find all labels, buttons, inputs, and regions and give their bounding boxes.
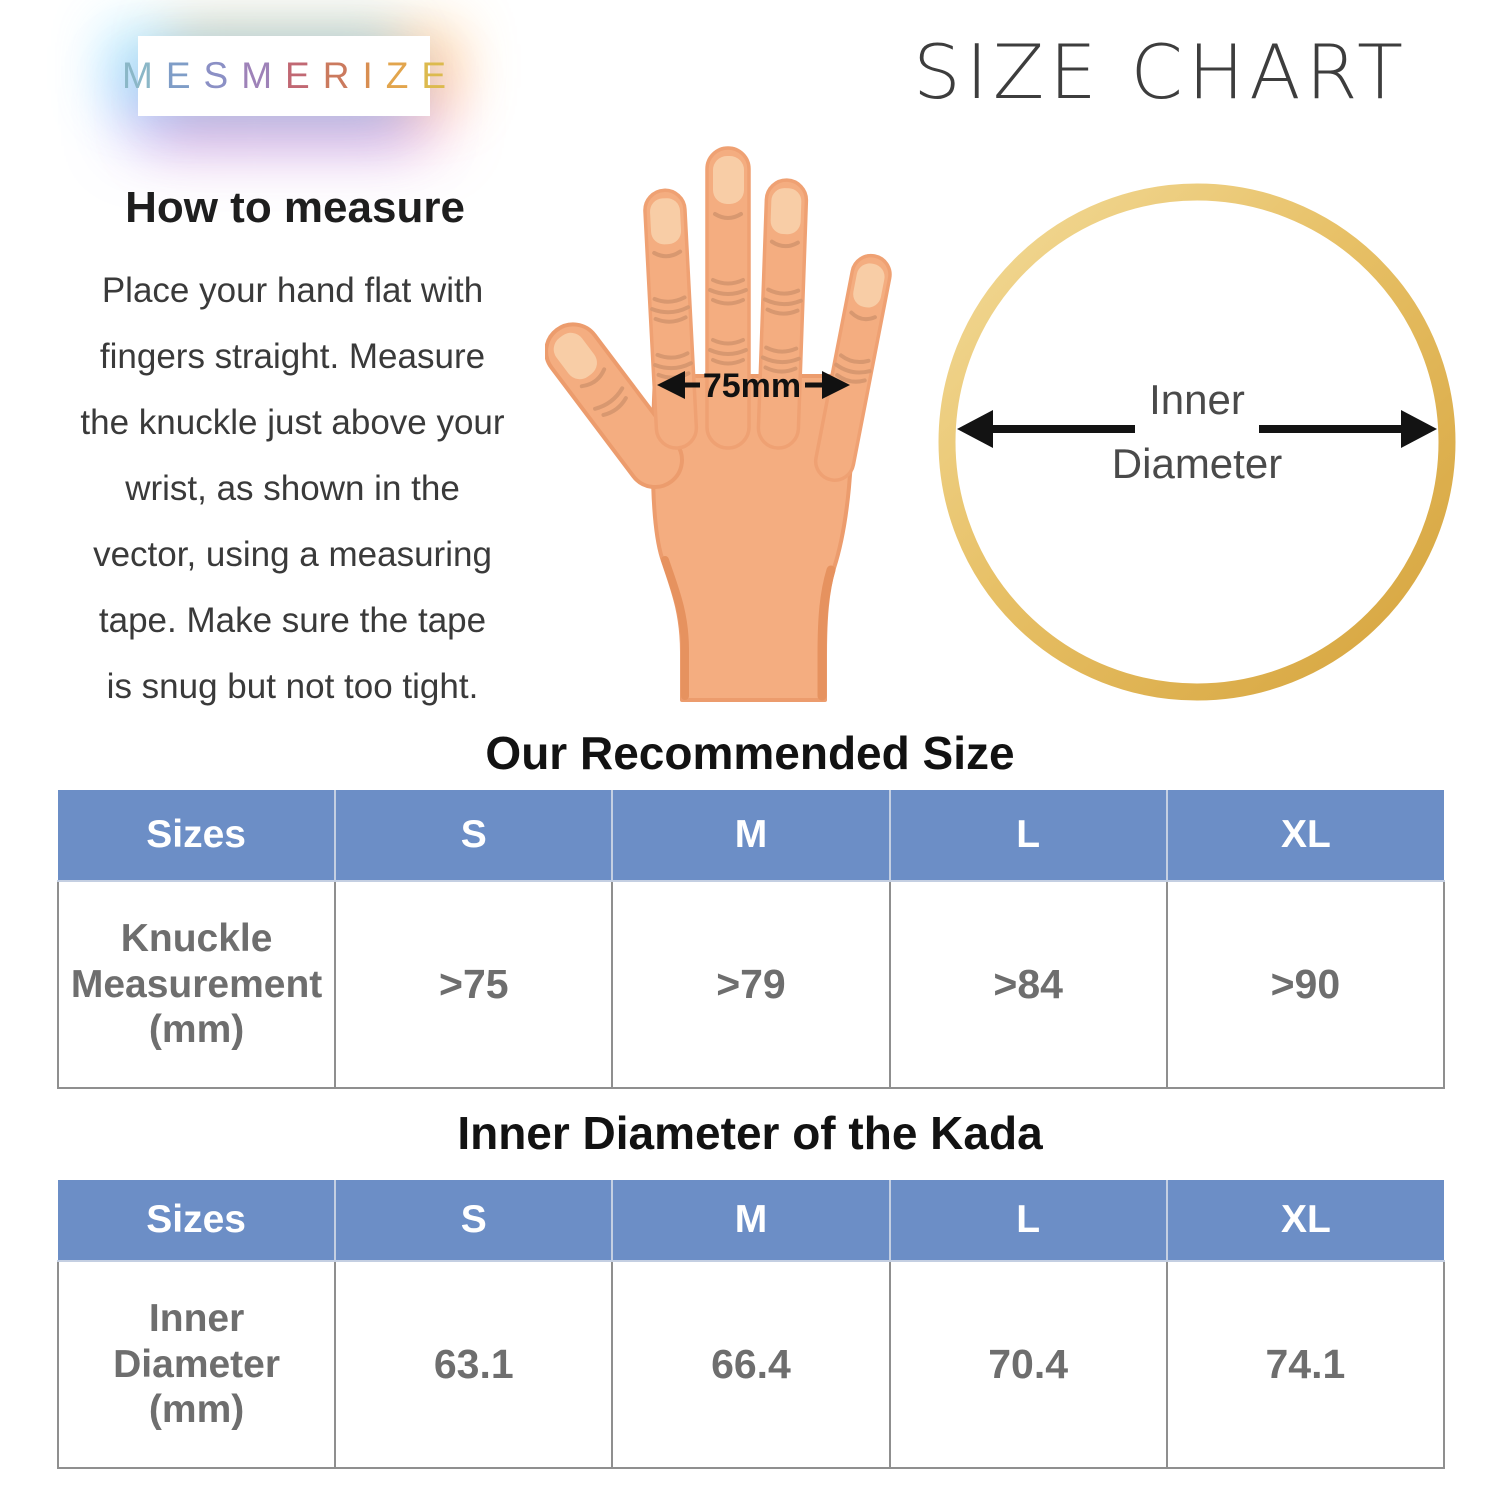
row-label-knuckle: Knuckle Measurement (mm) <box>56 880 337 1089</box>
brand-logo: MESMERIZE <box>122 36 446 116</box>
row-label-inner-diameter: Inner Diameter (mm) <box>56 1260 337 1469</box>
gold-ring <box>938 183 1456 701</box>
inner-diameter-table: Sizes S M L XL Inner Diameter (mm) 63.1 … <box>56 1180 1446 1469</box>
value-m: >79 <box>611 880 891 1089</box>
table-header-row: Sizes S M L XL <box>58 1180 1444 1262</box>
recommended-size-title: Our Recommended Size <box>485 727 1015 779</box>
recommended-size-table: Sizes S M L XL Knuckle Measurement (mm) … <box>56 790 1446 1089</box>
table-row: Inner Diameter (mm) 63.1 66.4 70.4 74.1 <box>56 1260 1446 1469</box>
header-cell-s: S <box>334 790 614 882</box>
header-cell-m: M <box>611 790 891 882</box>
table-row: Knuckle Measurement (mm) >75 >79 >84 >90 <box>56 880 1446 1089</box>
ring-finger <box>756 178 809 450</box>
hand-illustration: 75mm <box>545 146 892 702</box>
value-s: >75 <box>334 880 614 1089</box>
table-header-row: Sizes S M L XL <box>58 790 1444 882</box>
how-to-measure-body: Place your hand flat with fingers straig… <box>80 271 505 706</box>
inner-diameter-arrow <box>957 410 1437 448</box>
inner-diameter-label-line1: Inner <box>1149 376 1245 423</box>
value-m: 66.4 <box>611 1260 891 1469</box>
value-l: >84 <box>888 880 1168 1089</box>
header-cell-xl: XL <box>1165 1180 1444 1262</box>
value-l: 70.4 <box>888 1260 1168 1469</box>
knuckle-measure-label: 75mm <box>703 367 801 405</box>
pinky-finger <box>813 253 892 482</box>
middle-finger <box>705 146 751 450</box>
wrist-shade-right <box>817 565 836 701</box>
header-cell-m: M <box>611 1180 891 1262</box>
inner-diameter-title: Inner Diameter of the Kada <box>457 1107 1043 1159</box>
header-cell-xl: XL <box>1165 790 1444 882</box>
value-xl: >90 <box>1165 880 1446 1089</box>
header-cell-l: L <box>888 1180 1168 1262</box>
header-cell-sizes: Sizes <box>58 790 337 882</box>
header-cell-s: S <box>334 1180 614 1262</box>
brand-logo-text: MESMERIZE <box>121 55 460 96</box>
page-title: SIZE CHART <box>913 28 1408 116</box>
value-xl: 74.1 <box>1165 1260 1446 1469</box>
palm-wrist-shape <box>650 374 854 702</box>
how-to-measure-heading: How to measure <box>125 183 465 232</box>
knuckle-measure-arrow: 75mm <box>657 367 850 405</box>
thumb <box>545 322 684 490</box>
header-cell-sizes: Sizes <box>58 1180 337 1262</box>
inner-diameter-label-line2: Diameter <box>1112 440 1282 487</box>
wrist-shade-left <box>661 556 689 700</box>
kada-illustration: Inner Diameter <box>938 183 1456 701</box>
value-s: 63.1 <box>334 1260 614 1469</box>
header-cell-l: L <box>888 790 1168 882</box>
